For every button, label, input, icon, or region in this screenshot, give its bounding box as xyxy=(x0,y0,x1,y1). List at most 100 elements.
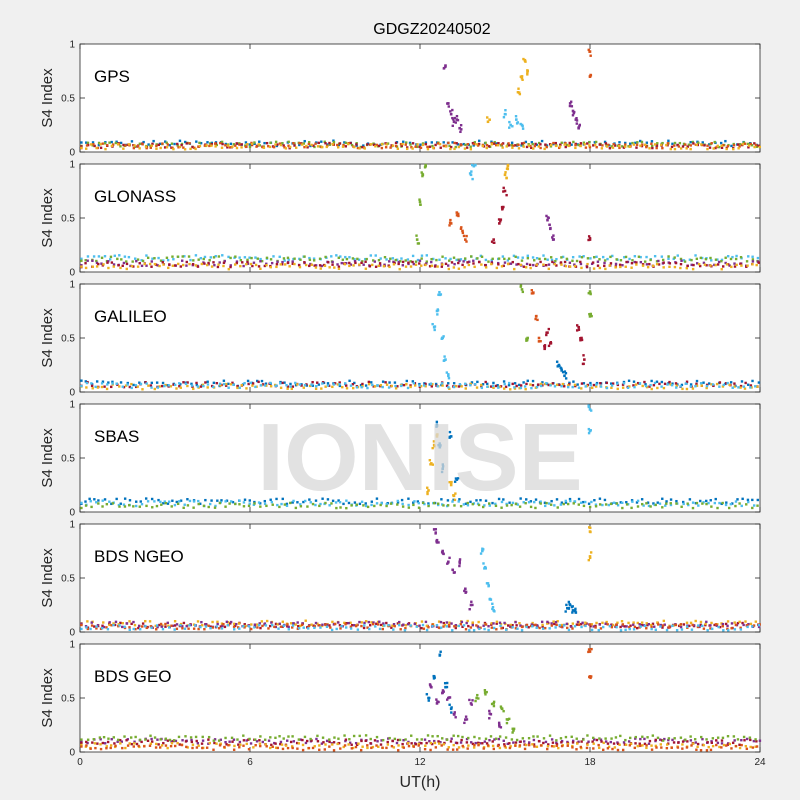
data-point xyxy=(503,261,507,264)
data-point xyxy=(491,740,494,743)
data-point xyxy=(158,746,162,749)
data-point xyxy=(491,257,494,261)
data-point xyxy=(511,727,514,730)
data-point xyxy=(747,146,750,149)
data-point xyxy=(718,385,721,388)
data-point xyxy=(323,140,326,143)
data-point xyxy=(141,259,145,263)
data-point xyxy=(526,256,530,260)
data-point xyxy=(136,385,139,388)
data-point xyxy=(256,626,259,629)
data-point xyxy=(674,382,678,385)
data-point xyxy=(645,145,648,149)
data-point xyxy=(720,259,723,263)
data-point xyxy=(500,506,503,509)
data-point xyxy=(649,505,652,508)
data-point xyxy=(275,265,278,269)
data-point xyxy=(90,382,93,385)
data-point xyxy=(328,740,331,744)
data-point xyxy=(455,142,458,145)
data-point xyxy=(504,171,507,174)
data-point xyxy=(633,625,637,629)
data-point xyxy=(352,734,356,738)
data-point xyxy=(449,218,452,222)
data-point xyxy=(516,256,520,259)
data-point xyxy=(288,146,291,150)
data-point xyxy=(210,144,213,147)
data-point xyxy=(618,141,621,144)
data-point xyxy=(685,746,689,749)
data-point xyxy=(653,254,657,258)
data-point xyxy=(233,744,236,748)
data-point xyxy=(464,587,467,591)
data-point xyxy=(178,382,181,385)
data-point xyxy=(733,262,736,265)
data-point xyxy=(572,502,575,505)
data-point xyxy=(639,255,642,259)
data-point xyxy=(397,262,400,266)
data-point xyxy=(256,257,259,260)
data-point xyxy=(246,258,249,262)
data-point xyxy=(186,746,189,749)
data-point xyxy=(432,440,436,443)
data-point xyxy=(426,492,429,496)
data-point xyxy=(150,737,153,741)
data-point xyxy=(548,223,551,226)
data-point xyxy=(609,262,613,265)
data-point xyxy=(554,259,557,263)
data-point xyxy=(414,263,418,266)
data-point xyxy=(640,140,644,144)
data-point xyxy=(330,628,334,632)
data-point xyxy=(435,433,439,437)
data-point xyxy=(287,144,290,147)
data-point xyxy=(587,235,591,238)
data-point xyxy=(155,624,159,627)
data-point xyxy=(713,623,716,627)
data-point xyxy=(694,385,697,388)
data-point xyxy=(727,506,731,510)
data-point xyxy=(184,382,188,386)
data-point xyxy=(492,381,495,385)
data-point xyxy=(245,263,248,266)
data-point xyxy=(426,147,430,151)
data-point xyxy=(668,265,671,269)
data-point xyxy=(757,624,761,627)
data-point xyxy=(578,255,581,258)
data-point xyxy=(732,735,736,738)
data-point xyxy=(469,626,473,629)
data-point xyxy=(492,700,496,704)
data-point xyxy=(573,625,577,628)
data-point xyxy=(628,385,631,388)
data-point xyxy=(698,625,701,629)
y-axis-label: S4 Index xyxy=(39,668,56,728)
data-point xyxy=(380,502,384,505)
data-point xyxy=(476,380,479,384)
data-point xyxy=(533,144,537,148)
data-point xyxy=(432,674,435,678)
data-point xyxy=(526,69,529,72)
data-point xyxy=(449,707,453,711)
data-point xyxy=(497,721,501,725)
data-point xyxy=(683,260,687,263)
data-point xyxy=(255,740,259,743)
data-point xyxy=(80,146,83,150)
data-point xyxy=(543,344,547,347)
data-point xyxy=(355,503,358,506)
y-tick-label: 0.5 xyxy=(61,454,75,465)
data-point xyxy=(129,736,133,739)
data-point xyxy=(532,263,535,267)
data-point xyxy=(200,620,203,624)
data-point xyxy=(90,143,93,146)
data-point xyxy=(539,382,543,386)
data-point xyxy=(629,624,632,627)
data-point xyxy=(350,143,354,147)
data-point xyxy=(445,371,449,374)
data-point xyxy=(279,263,282,266)
data-point xyxy=(388,260,391,263)
data-point xyxy=(393,737,397,741)
data-point xyxy=(281,381,284,385)
data-point xyxy=(172,147,175,151)
data-point xyxy=(80,622,83,625)
data-point xyxy=(682,502,685,506)
data-point xyxy=(749,738,752,742)
